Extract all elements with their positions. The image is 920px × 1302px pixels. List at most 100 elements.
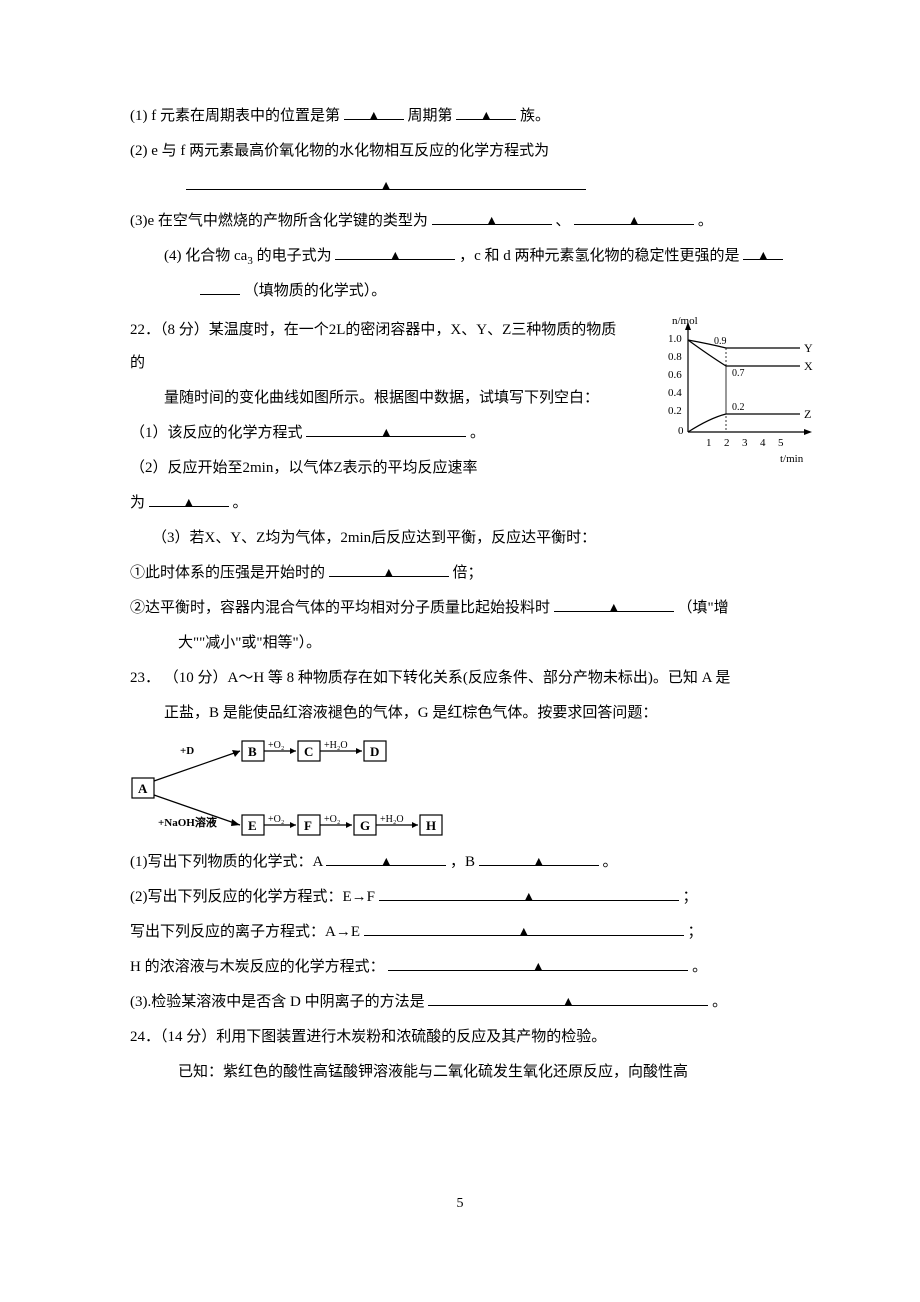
text: H 的浓溶液与木炭反应的化学方程式： <box>130 959 385 975</box>
svg-text:0.6: 0.6 <box>668 369 682 381</box>
triangle: ▲ <box>388 249 402 264</box>
svg-text:D: D <box>370 744 379 759</box>
triangle: ▲ <box>532 855 546 870</box>
q22-item3-1: ①此时体系的压强是开始时的 ▲ 倍； <box>130 557 790 590</box>
page-number: 5 <box>130 1189 790 1220</box>
triangle: ▲ <box>367 109 381 124</box>
blank-eq-ef: ▲ <box>379 881 679 901</box>
triangle: ▲ <box>382 566 396 581</box>
blank-equation: ▲ <box>186 170 586 190</box>
svg-text:E: E <box>248 818 257 833</box>
text: 。 <box>233 495 248 511</box>
text: 22．（8 分）某温度时，在一个2L的密闭容器中，X、Y、Z三种物质的物质的 <box>130 322 616 371</box>
blank-formula-b: ▲ <box>479 846 599 866</box>
svg-text:+O₂: +O₂ <box>268 740 284 751</box>
blank-bond2: ▲ <box>574 205 694 225</box>
q22-item3-2: ②达平衡时，容器内混合气体的平均相对分子质量比起始投料时 ▲ （填"增 <box>130 592 790 625</box>
svg-text:H: H <box>426 818 436 833</box>
triangle: ▲ <box>379 179 393 194</box>
text: 已知：紫红色的酸性高锰酸钾溶液能与二氧化硫发生氧化还原反应，向酸性高 <box>178 1064 688 1080</box>
text: (2)写出下列反应的化学方程式：E→F <box>130 889 375 905</box>
svg-text:C: C <box>304 744 313 759</box>
q23-item2c: H 的浓溶液与木炭反应的化学方程式： ▲ 。 <box>130 951 790 984</box>
text: 倍； <box>453 565 483 581</box>
q22-item2: （2）反应开始至2min，以气体Z表示的平均反应速率 <box>130 452 630 485</box>
q21-item4: (4) 化合物 ca3 的电子式为 ▲ ，c 和 d 两种元素氢化物的稳定性更强… <box>130 240 790 273</box>
text: (4) 化合物 ca <box>164 248 247 264</box>
text: ，B <box>450 854 475 870</box>
blank-pressure: ▲ <box>329 557 449 577</box>
svg-text:X: X <box>804 359 813 373</box>
text: 的电子式为 <box>257 248 332 264</box>
q21-item2-blank: ▲ <box>130 170 790 203</box>
svg-text:t/min: t/min <box>780 453 804 465</box>
text: 。 <box>603 854 618 870</box>
text: 写出下列反应的离子方程式：A→E <box>130 924 360 940</box>
text: 量随时间的变化曲线如图所示。根据图中数据，试填写下列空白： <box>164 390 599 406</box>
svg-text:1: 1 <box>706 437 712 449</box>
text: 正盐，B 是能使品红溶液褪色的气体，G 是红棕色气体。按要求回答问题： <box>164 705 657 721</box>
triangle: ▲ <box>479 109 493 124</box>
triangle: ▲ <box>756 249 770 264</box>
svg-text:3: 3 <box>742 437 748 449</box>
q23-intro-a: 23． （10 分）A～H 等 8 种物质存在如下转化关系(反应条件、部分产物未… <box>130 662 790 695</box>
svg-text:2: 2 <box>724 437 730 449</box>
blank-molar: ▲ <box>554 592 674 612</box>
text: ； <box>683 889 698 905</box>
svg-text:F: F <box>304 818 312 833</box>
q22-item2-cont: 为 ▲ 。 <box>130 487 790 520</box>
svg-text:0.2: 0.2 <box>732 402 745 413</box>
text: （填物质的化学式）。 <box>244 283 387 299</box>
triangle: ▲ <box>522 890 536 905</box>
blank-bond1: ▲ <box>432 205 552 225</box>
text: ； <box>688 924 703 940</box>
triangle: ▲ <box>485 214 499 229</box>
svg-text:n/mol: n/mol <box>672 315 698 327</box>
svg-text:0.4: 0.4 <box>668 387 682 399</box>
text: 24．（14 分）利用下图装置进行木炭粉和浓硫酸的反应及其产物的检验。 <box>130 1029 606 1045</box>
text: 23． （10 分）A～H 等 8 种物质存在如下转化关系(反应条件、部分产物未… <box>130 670 730 686</box>
text: (3).检验某溶液中是否含 D 中阴离子的方法是 <box>130 994 425 1010</box>
blank-period: ▲ <box>344 100 404 120</box>
separator: 、 <box>555 213 570 229</box>
blank-method: ▲ <box>428 986 708 1006</box>
q24-l1: 24．（14 分）利用下图装置进行木炭粉和浓硫酸的反应及其产物的检验。 <box>130 1021 790 1054</box>
q21-item1: (1) f 元素在周期表中的位置是第 ▲ 周期第 ▲ 族。 <box>130 100 790 133</box>
triangle: ▲ <box>627 214 641 229</box>
text: （3）若X、Y、Z均为气体，2min后反应达到平衡，反应达平衡时： <box>152 530 596 546</box>
q23-flow-diagram: A +D B +O₂ C +H₂O D +NaOH溶液 E +O₂ <box>130 738 790 838</box>
svg-text:0.2: 0.2 <box>668 405 682 417</box>
svg-text:0.7: 0.7 <box>732 368 745 379</box>
blank-equation: ▲ <box>306 417 466 437</box>
text: 。 <box>712 994 727 1010</box>
subscript: 3 <box>247 255 253 267</box>
blank-stability: ▲ <box>743 240 783 260</box>
text: ①此时体系的压强是开始时的 <box>130 565 325 581</box>
text: ②达平衡时，容器内混合气体的平均相对分子质量比起始投料时 <box>130 600 550 616</box>
text: （1）该反应的化学方程式 <box>130 425 303 441</box>
blank-cont <box>200 275 240 295</box>
q23-item3: (3).检验某溶液中是否含 D 中阴离子的方法是 ▲ 。 <box>130 986 790 1019</box>
svg-text:+H₂O: +H₂O <box>380 814 404 825</box>
q23-item2b: 写出下列反应的离子方程式：A→E ▲ ； <box>130 916 790 949</box>
text: ，c 和 d 两种元素氢化物的稳定性更强的是 <box>459 248 743 264</box>
text: （2）反应开始至2min，以气体Z表示的平均反应速率 <box>130 460 478 476</box>
triangle: ▲ <box>531 960 545 975</box>
blank-eq-hc: ▲ <box>388 951 688 971</box>
svg-text:G: G <box>360 818 370 833</box>
text: 周期第 <box>408 108 453 124</box>
svg-text:A: A <box>138 781 148 796</box>
text: 。 <box>470 425 485 441</box>
q22-chart: n/mol 1.0 0.8 0.6 0.4 0.2 0 1 2 3 4 5 t/… <box>660 314 830 474</box>
svg-text:Z: Z <box>804 407 811 421</box>
text: 。 <box>692 959 707 975</box>
text: (3)e 在空气中燃烧的产物所含化学键的类型为 <box>130 213 428 229</box>
svg-text:4: 4 <box>760 437 766 449</box>
text: 大""减小"或"相等"）。 <box>178 635 321 651</box>
q21-item3: (3)e 在空气中燃烧的产物所含化学键的类型为 ▲ 、 ▲ 。 <box>130 205 790 238</box>
triangle: ▲ <box>517 925 531 940</box>
q22-intro-a: 22．（8 分）某温度时，在一个2L的密闭容器中，X、Y、Z三种物质的物质的 <box>130 314 630 380</box>
q22-item3-2-cont: 大""减小"或"相等"）。 <box>130 627 790 660</box>
svg-text:Y: Y <box>804 341 813 355</box>
text: 族。 <box>520 108 550 124</box>
